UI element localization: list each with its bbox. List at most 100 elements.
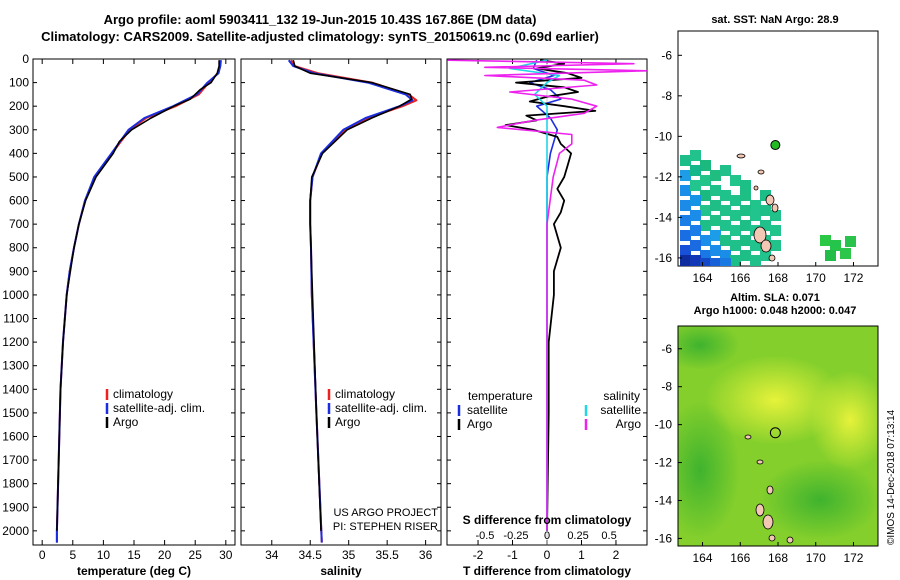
sla-map-field bbox=[678, 326, 878, 546]
sst-pixel bbox=[730, 210, 741, 221]
diff-legend-label: Argo bbox=[616, 417, 642, 431]
sal-x-label: 36 bbox=[419, 548, 433, 562]
sst-map-y-tick-label: -6 bbox=[661, 48, 672, 62]
sst-map-x-tick-label: 166 bbox=[730, 271, 750, 285]
sst-pixel bbox=[720, 258, 731, 266]
plot-frame bbox=[32, 58, 236, 546]
sal-line-argo bbox=[292, 60, 413, 531]
sal-legend-label: satellite-adj. clim. bbox=[335, 401, 427, 415]
tdiff-x-label: -1 bbox=[507, 548, 518, 562]
temp-legend-label: Argo bbox=[113, 415, 139, 429]
island bbox=[756, 459, 764, 465]
diff-legend-temperature-header: temperature bbox=[468, 389, 533, 403]
sal-x-label: 35 bbox=[342, 548, 356, 562]
sdiff-tick-label: 0.25 bbox=[567, 530, 588, 542]
sst-pixel bbox=[690, 150, 701, 161]
sla-map-x-tick-label: 168 bbox=[768, 551, 788, 565]
sst-pixel bbox=[690, 240, 701, 251]
diff-legend-salinity-header: salinity bbox=[603, 389, 640, 403]
sla-map-title-line1: Altim. SLA: 0.071 bbox=[730, 292, 820, 304]
sst-pixel bbox=[720, 165, 731, 176]
sal-x-axis-label: salinity bbox=[320, 564, 362, 578]
sst-pixel bbox=[680, 215, 691, 226]
temp-x-axis-label: temperature (deg C) bbox=[77, 564, 191, 578]
temp-x-label: 25 bbox=[189, 548, 203, 562]
sst-pixel bbox=[830, 240, 841, 251]
diff-line-targo bbox=[504, 59, 597, 531]
sst-pixel bbox=[845, 236, 856, 247]
y-tick-label: 1300 bbox=[2, 359, 29, 373]
island bbox=[755, 503, 765, 517]
sla-low bbox=[760, 460, 878, 540]
sdiff-tick-label: 0 bbox=[544, 530, 550, 542]
sla-high bbox=[810, 370, 878, 470]
sla-map-x-tick-label: 164 bbox=[693, 551, 713, 565]
sst-pixel bbox=[730, 175, 741, 186]
sla-low bbox=[678, 326, 740, 370]
tdiff-x-axis-label: T difference from climatology bbox=[463, 564, 631, 578]
y-tick-label: 1200 bbox=[2, 335, 29, 349]
island bbox=[744, 434, 752, 440]
sst-map-x-tick-label: 170 bbox=[806, 271, 826, 285]
y-tick-label: 400 bbox=[9, 146, 29, 160]
y-tick-label: 100 bbox=[9, 76, 29, 90]
sst-pixel bbox=[825, 250, 836, 261]
sst-pixel bbox=[730, 240, 741, 251]
sst-pixel bbox=[700, 205, 711, 216]
sst-pixel bbox=[710, 185, 721, 196]
sal-legend-label: Argo bbox=[335, 415, 361, 429]
sla-map-x-tick-label: 172 bbox=[843, 551, 863, 565]
sst-pixel bbox=[710, 230, 721, 241]
island bbox=[765, 194, 775, 206]
island bbox=[768, 534, 776, 542]
island bbox=[736, 153, 746, 159]
y-tick-label: 900 bbox=[9, 264, 29, 278]
sst-pixel bbox=[680, 185, 691, 196]
sst-pixel bbox=[750, 240, 761, 251]
sst-pixel bbox=[730, 225, 741, 236]
sla-map-y-tick-label: -16 bbox=[655, 531, 673, 545]
sst-map-y-tick-label: -16 bbox=[655, 251, 673, 265]
sst-pixel bbox=[720, 220, 731, 231]
island bbox=[786, 536, 794, 544]
sdiff-tick-label: -0.25 bbox=[503, 530, 528, 542]
sst-pixel bbox=[820, 235, 831, 246]
sst-map-y-tick-label: -12 bbox=[655, 170, 673, 184]
sst-pixel bbox=[710, 200, 721, 211]
y-tick-label: 700 bbox=[9, 217, 29, 231]
sst-pixel bbox=[770, 240, 781, 251]
sst-pixel bbox=[760, 205, 771, 216]
temp-legend-label: climatology bbox=[113, 387, 173, 401]
sst-map-cells bbox=[680, 150, 856, 266]
sst-pixel bbox=[710, 258, 721, 266]
sst-pixel bbox=[680, 170, 691, 181]
sst-pixel bbox=[680, 230, 691, 241]
temp-x-label: 0 bbox=[39, 548, 46, 562]
sst-map-y-tick-label: -14 bbox=[655, 210, 673, 224]
y-tick-label: 0 bbox=[22, 52, 29, 66]
y-tick-label: 600 bbox=[9, 194, 29, 208]
sst-pixel bbox=[680, 155, 691, 166]
tdiff-x-label: -2 bbox=[473, 548, 484, 562]
island bbox=[766, 485, 774, 495]
island bbox=[771, 203, 779, 213]
sst-pixel bbox=[840, 248, 851, 259]
sst-pixel bbox=[680, 245, 691, 256]
y-tick-label: 1400 bbox=[2, 382, 29, 396]
sst-pixel bbox=[700, 258, 711, 266]
sst-pixel bbox=[710, 215, 721, 226]
temp-x-label: 20 bbox=[158, 548, 172, 562]
y-tick-label: 2000 bbox=[2, 524, 29, 538]
figure-title-line1: Argo profile: aoml 5903411_132 19-Jun-20… bbox=[103, 12, 537, 27]
tdiff-x-label: 2 bbox=[613, 548, 620, 562]
sst-pixel bbox=[750, 210, 761, 221]
sla-map-title-line2: Argo h1000: 0.048 h2000: 0.047 bbox=[693, 305, 857, 317]
temp-x-label: 10 bbox=[97, 548, 111, 562]
sst-pixel bbox=[700, 220, 711, 231]
y-tick-label: 1800 bbox=[2, 477, 29, 491]
sst-pixel bbox=[750, 255, 761, 266]
sst-pixel bbox=[740, 250, 751, 261]
figure-title-line2: Climatology: CARS2009. Satellite-adjuste… bbox=[41, 29, 599, 44]
sst-pixel bbox=[700, 190, 711, 201]
